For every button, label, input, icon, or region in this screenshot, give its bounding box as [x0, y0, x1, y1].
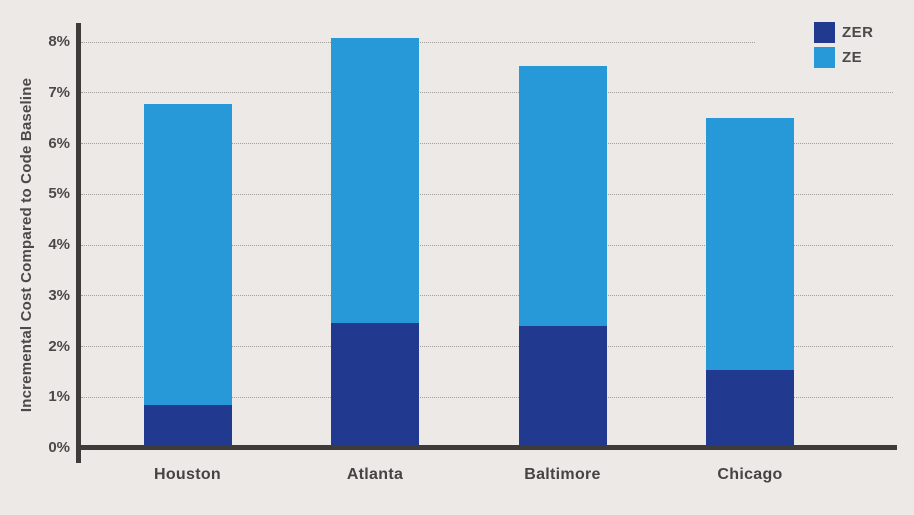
bar-segment-zer-baltimore	[518, 326, 607, 448]
bar-segment-zer-houston	[143, 404, 232, 448]
y-tick-label: 6%	[48, 134, 70, 152]
gridline	[81, 193, 893, 195]
y-tick-label: 8%	[48, 33, 70, 50]
y-tick-label: 2%	[48, 337, 70, 355]
bar-segment-zer-atlanta	[331, 322, 419, 448]
legend-label-zer: ZER	[842, 24, 874, 41]
bar-segment-ze-chicago	[706, 118, 794, 371]
bar-segment-ze-houston	[143, 103, 232, 405]
gridline	[81, 92, 893, 94]
legend-swatch-zer	[814, 22, 835, 43]
legend-swatch-ze	[814, 47, 835, 68]
y-tick-label: 5%	[48, 185, 70, 203]
y-tick-label: 1%	[48, 388, 70, 406]
y-tick-label: 0%	[48, 439, 70, 456]
x-axis-line	[76, 445, 897, 450]
x-axis-label-houston: Houston	[154, 466, 221, 483]
x-axis-label-chicago: Chicago	[717, 466, 783, 483]
bar-segment-zer-chicago	[706, 370, 794, 448]
y-axis-line	[76, 23, 81, 463]
gridline	[81, 346, 893, 347]
legend-row-ze: ZE	[814, 47, 874, 68]
y-tick-label: 7%	[48, 83, 70, 101]
x-axis-label-baltimore: Baltimore	[524, 466, 601, 483]
gridline	[81, 244, 893, 246]
bar-segment-ze-atlanta	[331, 38, 419, 323]
legend: ZER ZE	[814, 22, 874, 72]
legend-row-zer: ZER	[814, 22, 874, 43]
bar-segment-ze-baltimore	[518, 65, 607, 327]
gridline	[81, 143, 893, 144]
gridline	[81, 396, 893, 398]
x-axis-label-atlanta: Atlanta	[346, 466, 404, 483]
y-tick-label: 3%	[48, 286, 70, 304]
gridline	[81, 295, 893, 297]
y-tick-label: 4%	[48, 236, 70, 253]
legend-label-ze: ZE	[842, 49, 863, 66]
